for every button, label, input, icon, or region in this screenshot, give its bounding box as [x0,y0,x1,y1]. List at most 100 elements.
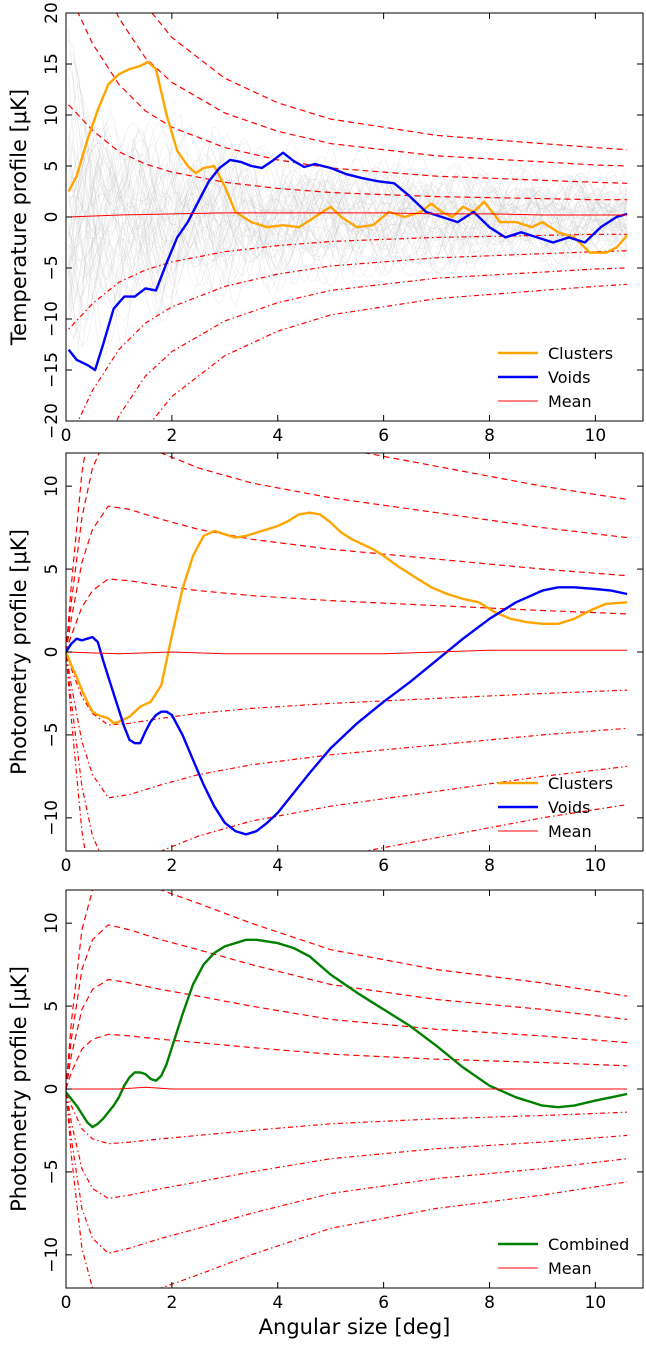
x-tick-label: 0 [61,1293,72,1313]
realization-line [68,52,628,311]
legend-label-clusters: Clusters [548,774,613,793]
x-tick-label: 0 [61,856,72,876]
x-tick-label: 8 [484,426,495,446]
y-axis-label: Photometry profile [μK] [7,966,31,1212]
realization-line [68,108,628,292]
realization-line [68,130,628,346]
legend: Combined Mean [498,1235,629,1278]
reference-dashdot-line [77,250,628,421]
realization-line [68,167,628,267]
x-tick-label: 4 [272,856,283,876]
realization-line [68,131,628,348]
realization-line [68,165,628,280]
reference-dashdot-line [66,651,628,799]
reference-dashed-line [66,1033,628,1090]
y-tick-label: −10 [42,800,62,836]
y-tick-label: 20 [42,2,62,24]
realization-line [68,161,628,274]
x-tick-label: 4 [272,1293,283,1313]
realization-line [68,134,628,288]
plot-area [66,890,628,1288]
realization-line [68,122,628,288]
y-tick-label: −10 [42,1237,62,1273]
y-tick-label: 5 [42,564,62,575]
realization-line [68,152,628,294]
x-tick-label: 2 [166,1293,177,1313]
reference-dashdot-line [66,1088,628,1254]
realization-line [68,39,628,312]
y-tick-label: −5 [42,722,62,747]
realization-line [68,159,628,259]
reference-dashdot-line [66,1088,628,1145]
reference-dashdot-line [66,1088,628,1200]
y-tick-label: −10 [42,301,62,337]
reference-dashed-line [68,104,628,201]
legend-label-clusters: Clusters [548,344,613,363]
realization-line [68,115,628,293]
realization-line [68,146,628,332]
y-tick-label: 10 [42,912,62,934]
realization-line [68,139,628,310]
y-tick-label: −5 [42,255,62,280]
realization-line [68,142,628,316]
realization-line [68,144,628,273]
realization-line [68,72,628,299]
reference-dashdot-line [66,651,628,851]
realization-line [68,63,628,356]
x-tick-label: 6 [378,426,389,446]
reference-dashed-line [116,13,628,167]
realization-line [68,153,628,344]
plot-area [66,453,628,851]
reference-dashdot-line [151,283,628,421]
x-axis-label: Angular size [deg] [259,1315,451,1339]
realization-line [68,107,628,349]
realization-line [68,122,628,283]
series-clusters-line [67,60,629,254]
reference-dashed-line [66,453,628,653]
y-tick-label: −20 [42,403,62,439]
panel-bottom: 0 2 4 6 8 10 −10 −5 0 5 10 Photometry profile [μK] A… [7,889,644,1339]
realization-line [68,152,628,281]
realization-line [68,167,628,269]
realization-line [68,184,628,291]
realization-line [68,161,628,268]
legend: Clusters Voids Mean [498,774,613,841]
reference-dashed-line [66,924,628,1090]
reference-dashed-line [77,13,628,184]
realization-line [68,171,628,288]
y-tick-label: 10 [42,475,62,497]
y-tick-label: −5 [42,1159,62,1184]
panel-top: 0 2 4 6 8 10 −20 −15 −10 −5 0 5 10 15 20 Temperature pr… [7,2,644,446]
realization-line [68,160,628,303]
series-mean-line [68,212,628,218]
realization-line [68,163,628,311]
realization-line [68,149,628,278]
legend-label-voids: Voids [548,368,590,387]
reference-dashed-line [66,578,628,653]
reference-dashed-line [66,453,628,653]
y-tick-label: 0 [42,1084,62,1095]
y-axis-label: Photometry profile [μK] [7,529,31,775]
series-clusters-line [66,511,628,725]
legend-label-combined: Combined [548,1235,629,1254]
reference-dashdot-line [116,267,628,421]
y-tick-label: 5 [42,161,62,172]
realization-line [68,97,628,323]
y-tick-label: 10 [42,104,62,126]
realization-line [68,139,628,266]
realization-line [68,130,628,291]
realization-line [68,51,628,317]
realization-line [68,156,628,313]
x-tick-label: 2 [166,426,177,446]
reference-dashed-line [66,890,628,1090]
legend-label-voids: Voids [548,798,590,817]
reference-dashdot-line [66,651,628,726]
realization-line [68,130,628,317]
series-combined-line [66,938,628,1129]
realization-line [68,152,628,340]
realizations-band [68,27,628,369]
realization-line [68,175,628,257]
reference-dashed-line [66,505,628,653]
y-tick-label: −15 [42,352,62,388]
x-tick-label: 10 [585,1293,607,1313]
